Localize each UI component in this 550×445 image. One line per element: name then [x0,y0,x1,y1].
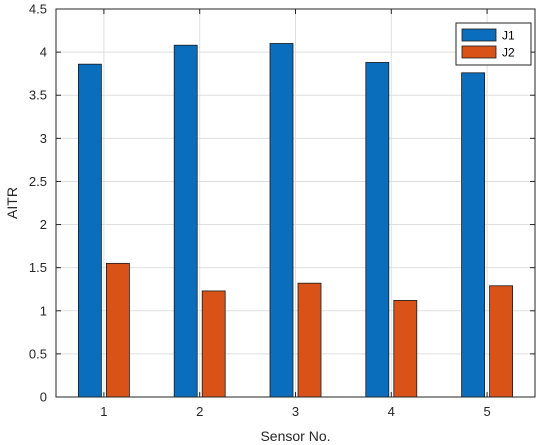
bar-j2-5 [489,285,514,398]
y-tick-label: 0.5 [29,346,47,361]
y-tick-label: 1.5 [29,260,47,275]
x-axis-title: Sensor No. [260,428,330,444]
bar-j1-3 [269,43,294,398]
bar-j2-4 [393,300,418,398]
x-tick-label: 4 [388,404,395,419]
y-tick-label: 2.5 [29,174,47,189]
y-tick-label: 3.5 [29,88,47,103]
y-tick-label: 2 [40,217,47,232]
y-tick-label: 4 [40,45,47,60]
legend-swatch-j2 [461,45,497,59]
y-axis-title: AITR [4,187,20,219]
bar-j2-3 [297,282,322,398]
bar-j1-4 [365,62,390,398]
y-tick-label: 1 [40,303,47,318]
x-tick-label: 3 [292,404,299,419]
bar-j2-1 [106,262,130,398]
legend-label-j2: J2 [502,46,515,60]
x-tick-label: 2 [196,404,203,419]
y-tick-label: 4.5 [29,2,47,17]
bar-j1-2 [173,44,198,398]
legend-label-j1: J1 [502,29,515,43]
y-tick-label: 0 [40,390,47,405]
bar-j1-5 [461,72,486,398]
x-tick-label: 5 [483,404,490,419]
bar-j2-2 [201,290,226,398]
x-tick-label: 1 [100,404,107,419]
bar-j1-1 [78,63,102,398]
y-tick-label: 3 [40,131,47,146]
bars [78,43,514,398]
legend-swatch-j1 [461,28,497,42]
